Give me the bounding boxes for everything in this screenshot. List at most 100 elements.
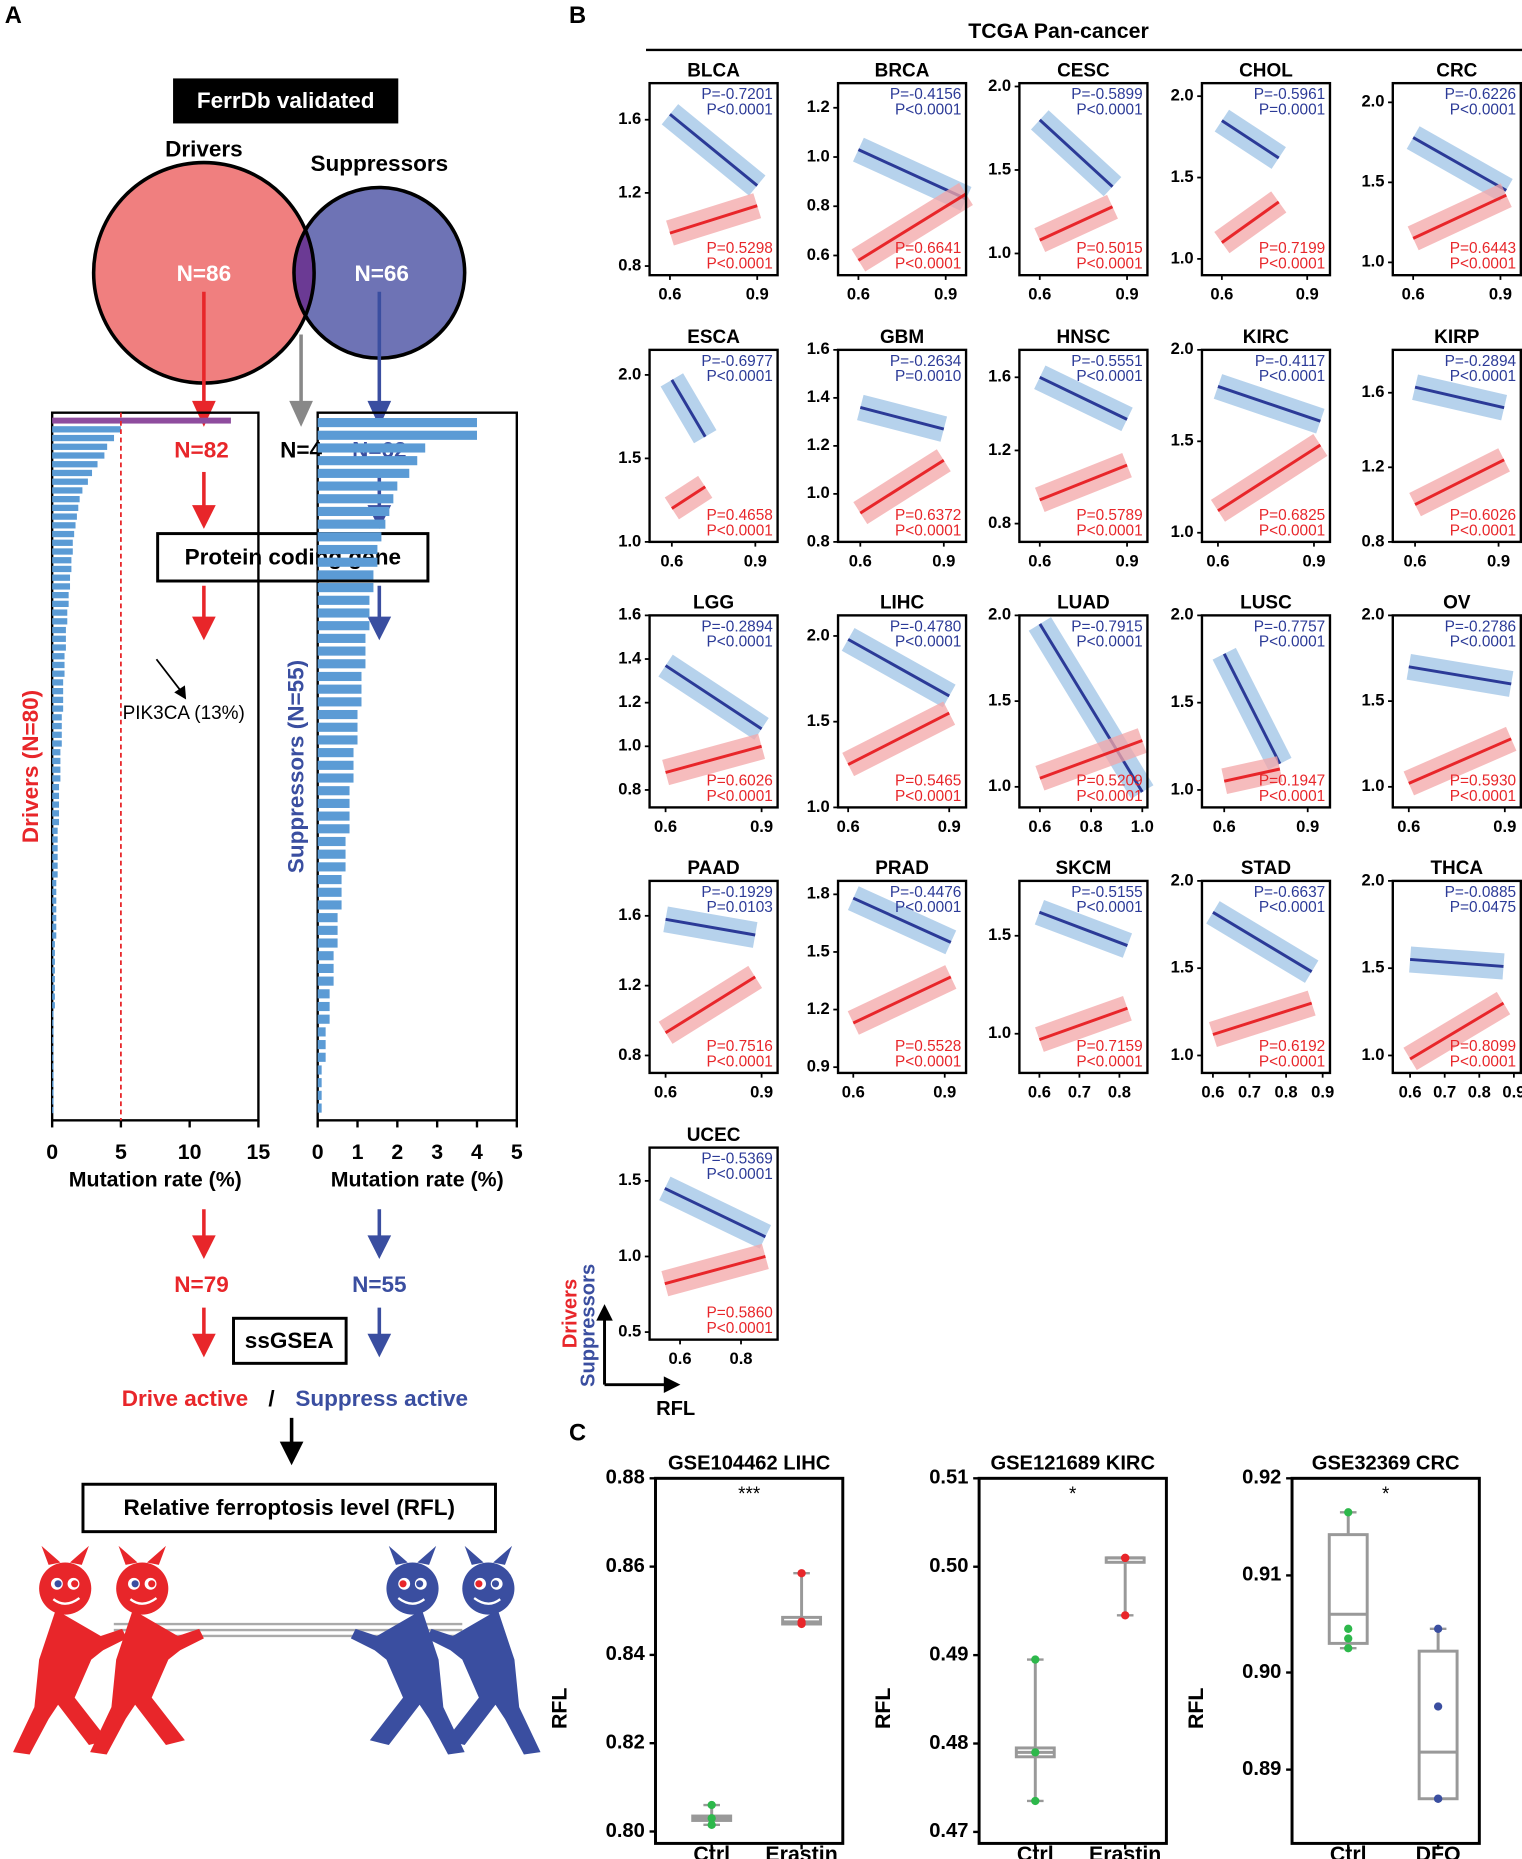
x-tick-label: 0.9: [932, 551, 955, 570]
stat-label: P<0.0001: [1450, 1053, 1516, 1070]
fit-line: [1221, 200, 1280, 244]
box: [1417, 1649, 1459, 1801]
plot-title: ESCA: [687, 327, 740, 348]
bar: [52, 784, 60, 791]
stat-label: P<0.0001: [1259, 634, 1325, 651]
x-tick-label: 0: [312, 1140, 324, 1164]
bar: [52, 749, 61, 756]
plot-title: CRC: [1436, 60, 1477, 81]
x-tick-label: 0.9: [1296, 817, 1319, 836]
bar: [317, 1078, 322, 1088]
bar: [317, 1090, 322, 1100]
y-tick-label: 0.8: [807, 196, 830, 215]
annotation-arrow: [155, 658, 181, 691]
stat-label: P=0.5465: [895, 772, 961, 789]
stat-label: P=-0.2894: [1445, 353, 1517, 370]
bar: [317, 887, 342, 897]
bar: [52, 688, 64, 695]
x-axis-label: Mutation rate (%): [331, 1167, 504, 1191]
bar: [317, 595, 370, 605]
plot-title: BLCA: [687, 60, 740, 81]
x-tick-label: 0.9: [1311, 1082, 1334, 1101]
stat-label: P<0.0001: [1450, 522, 1516, 539]
bar: [52, 801, 60, 808]
point: [1344, 1624, 1353, 1633]
y-tick-label: 0.50: [929, 1555, 968, 1577]
drivers-n: N=86: [177, 261, 231, 286]
plot-title: KIRP: [1434, 327, 1479, 348]
bar: [52, 496, 80, 503]
x-tick-label: 0.6: [654, 817, 677, 836]
bar: [52, 949, 55, 957]
flow-n: N=79: [174, 1272, 228, 1297]
stat-label: P<0.0001: [1259, 522, 1325, 539]
fit-line: [1412, 136, 1507, 192]
fit-line: [847, 711, 950, 766]
stat-label: P<0.0001: [1076, 368, 1142, 385]
stat-label: P=0.5209: [1076, 772, 1142, 789]
x-tick-label: 5: [115, 1140, 127, 1164]
bar: [317, 1065, 322, 1075]
x-tick-label: 0.6: [1028, 285, 1051, 304]
plot-frame: [648, 1146, 779, 1341]
plot-title: STAD: [1241, 858, 1291, 879]
y-tick-label: 2.0: [807, 625, 830, 644]
plot-frame: [1391, 348, 1522, 544]
flow-n: N=82: [174, 438, 228, 463]
stat-label: P=-0.0885: [1445, 884, 1516, 901]
bar: [317, 684, 362, 694]
bar: [317, 976, 334, 986]
y-tick-label: 1.5: [988, 925, 1011, 944]
bar: [317, 468, 410, 478]
bar: [317, 1001, 330, 1012]
bar: [317, 951, 334, 961]
method-box: [232, 1316, 348, 1365]
suppress-active: Suppress active: [295, 1386, 468, 1411]
stat-label: P=0.0475: [1450, 899, 1516, 916]
y-tick-label: 1.2: [807, 97, 830, 116]
bar: [52, 478, 88, 485]
legend-suppressors: Suppressors: [577, 1264, 599, 1387]
fit-line: [664, 664, 763, 731]
fit-line: [1223, 767, 1281, 783]
y-tick-label: 0.91: [1242, 1564, 1281, 1586]
y-tick-label: 0.8: [1361, 531, 1384, 550]
x-tick-label: 3: [431, 1140, 443, 1164]
bar: [317, 760, 354, 770]
x-tick-label: 1: [352, 1140, 364, 1164]
x-tick-label: 0.6: [669, 1349, 692, 1368]
plot-title: KIRC: [1243, 327, 1290, 348]
plot-frame: [648, 614, 779, 809]
stat-label: P<0.0001: [895, 256, 961, 273]
bar: [52, 600, 69, 608]
stat-label: P=0.6026: [1450, 507, 1516, 524]
x-tick-label: 0.6: [1399, 1082, 1422, 1101]
x-tick-label: 5: [511, 1140, 523, 1164]
point: [1121, 1611, 1130, 1620]
x-tick-label: 0.9: [1116, 551, 1139, 570]
bar: [317, 1052, 326, 1062]
stat-label: P=0.5298: [707, 240, 773, 257]
fit-line: [670, 379, 707, 438]
x-tick-label: 0.6: [847, 285, 870, 304]
plot-frame: [1018, 81, 1149, 277]
plot-frame: [648, 348, 779, 544]
y-tick-label: 0.84: [606, 1643, 646, 1665]
y-tick-label: 0.49: [929, 1643, 968, 1665]
x-tick-label: 0.6: [837, 817, 860, 836]
fit-line: [1414, 385, 1505, 410]
annotation: PIK3CA (13%): [123, 703, 245, 724]
fit-line: [1221, 119, 1280, 160]
y-tick-label: 0.47: [929, 1820, 968, 1842]
stat-label: P<0.0001: [1076, 634, 1142, 651]
bar: [52, 740, 62, 747]
y-tick-label: 1.2: [807, 999, 830, 1018]
plot-title: LUSC: [1240, 593, 1292, 614]
bar: [317, 418, 477, 428]
stat-label: P<0.0001: [895, 788, 961, 805]
y-tick-label: 2.0: [1361, 92, 1384, 111]
bar: [317, 532, 382, 542]
point: [797, 1569, 806, 1578]
x-tick-label: Erastin: [1089, 1842, 1161, 1859]
fit-line: [1409, 1001, 1505, 1061]
